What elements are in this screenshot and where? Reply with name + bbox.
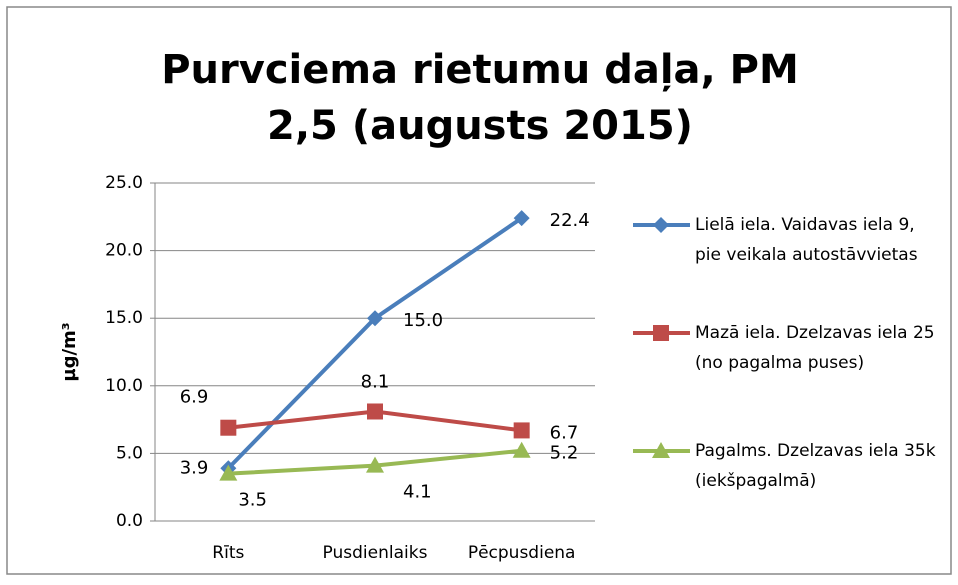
chart-title: Purvciema rietumu daļa, PM 2,5 (augusts 2… bbox=[161, 47, 799, 149]
chart-frame bbox=[6, 6, 952, 575]
marker bbox=[220, 419, 237, 436]
data-label: 15.0 bbox=[403, 310, 443, 331]
data-label: 5.2 bbox=[550, 443, 579, 464]
data-label: 22.4 bbox=[550, 210, 590, 231]
marker bbox=[513, 422, 530, 439]
marker bbox=[367, 310, 383, 327]
marker bbox=[512, 441, 531, 458]
marker bbox=[653, 217, 669, 233]
legend-label: Mazā iela. Dzelzavas iela 25 (no pagalma … bbox=[695, 323, 935, 373]
y-tick-label: 15.0 bbox=[105, 308, 143, 328]
y-tick-label: 20.0 bbox=[105, 241, 143, 261]
y-tick-label: 10.0 bbox=[105, 376, 143, 396]
y-tick-label: 5.0 bbox=[116, 443, 143, 463]
marker bbox=[652, 442, 670, 458]
data-label: 8.1 bbox=[361, 371, 390, 392]
legend-label: Lielā iela. Vaidavas iela 9, pie veikala … bbox=[695, 215, 918, 265]
marker bbox=[366, 456, 384, 473]
y-axis-label: µg/m³ bbox=[59, 322, 80, 381]
y-tick-label: 0.0 bbox=[116, 511, 143, 531]
data-label: 3.9 bbox=[180, 457, 209, 478]
data-label: 6.9 bbox=[180, 387, 209, 408]
data-label: 4.1 bbox=[403, 482, 432, 503]
y-tick-label: 25.0 bbox=[105, 173, 143, 193]
x-tick-label: Rīts bbox=[212, 543, 244, 563]
legend-label: Pagalms. Dzelzavas iela 35k (iekšpagalmā) bbox=[695, 441, 936, 491]
data-label: 3.5 bbox=[238, 490, 267, 511]
x-tick-label: Pēcpusdiena bbox=[468, 543, 576, 563]
x-tick-label: Pusdienlaiks bbox=[323, 543, 428, 563]
marker bbox=[513, 210, 530, 227]
data-label: 6.7 bbox=[550, 422, 579, 443]
marker bbox=[219, 464, 238, 481]
marker bbox=[367, 403, 383, 420]
marker bbox=[653, 325, 669, 341]
